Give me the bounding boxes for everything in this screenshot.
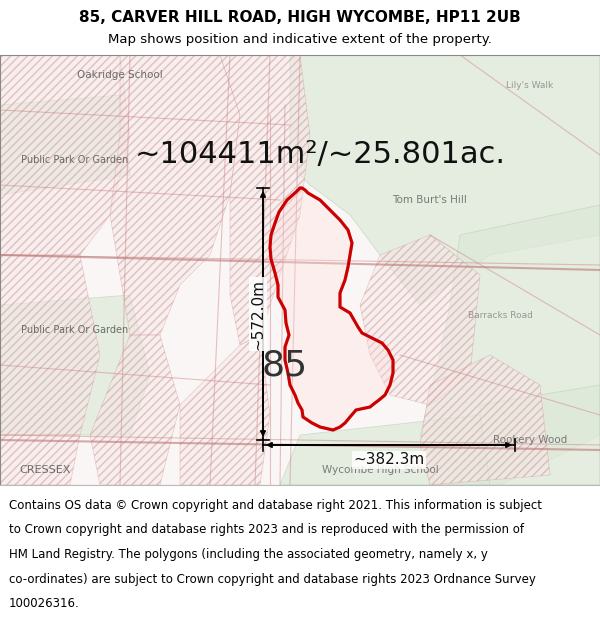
Text: ~572.0m: ~572.0m: [251, 279, 265, 349]
Polygon shape: [480, 385, 600, 485]
Text: Tom Burt's Hill: Tom Burt's Hill: [392, 195, 467, 205]
Polygon shape: [0, 255, 100, 435]
Polygon shape: [270, 188, 393, 430]
Polygon shape: [0, 435, 80, 485]
Polygon shape: [290, 55, 600, 305]
Polygon shape: [420, 205, 600, 485]
Polygon shape: [180, 335, 270, 485]
Text: Contains OS data © Crown copyright and database right 2021. This information is : Contains OS data © Crown copyright and d…: [9, 499, 542, 512]
Polygon shape: [360, 235, 480, 405]
Text: HM Land Registry. The polygons (including the associated geometry, namely x, y: HM Land Registry. The polygons (includin…: [9, 548, 488, 561]
Polygon shape: [420, 355, 550, 485]
Text: Public Park Or Garden: Public Park Or Garden: [22, 325, 128, 335]
Text: ~382.3m: ~382.3m: [353, 452, 425, 468]
Text: ~104411m²/~25.801ac.: ~104411m²/~25.801ac.: [134, 141, 505, 169]
Text: Barracks Road: Barracks Road: [467, 311, 532, 319]
Polygon shape: [0, 55, 130, 255]
Polygon shape: [110, 55, 240, 335]
Text: Public Park Or Garden: Public Park Or Garden: [22, 155, 128, 165]
Text: Lily's Walk: Lily's Walk: [506, 81, 554, 89]
Text: 85, CARVER HILL ROAD, HIGH WYCOMBE, HP11 2UB: 85, CARVER HILL ROAD, HIGH WYCOMBE, HP11…: [79, 10, 521, 25]
Text: to Crown copyright and database rights 2023 and is reproduced with the permissio: to Crown copyright and database rights 2…: [9, 524, 524, 536]
Text: CRESSEX: CRESSEX: [19, 465, 71, 475]
Polygon shape: [90, 335, 180, 485]
Text: Wycombe High School: Wycombe High School: [322, 465, 439, 475]
Polygon shape: [220, 55, 310, 345]
Text: Map shows position and indicative extent of the property.: Map shows position and indicative extent…: [108, 33, 492, 46]
Text: Oakridge School: Oakridge School: [77, 70, 163, 80]
Polygon shape: [280, 415, 490, 485]
Text: co-ordinates) are subject to Crown copyright and database rights 2023 Ordnance S: co-ordinates) are subject to Crown copyr…: [9, 572, 536, 586]
Text: 85: 85: [262, 348, 308, 382]
Text: 100026316.: 100026316.: [9, 597, 80, 610]
Text: Rookery Wood: Rookery Wood: [493, 435, 567, 445]
Polygon shape: [0, 295, 150, 435]
Polygon shape: [0, 95, 130, 195]
